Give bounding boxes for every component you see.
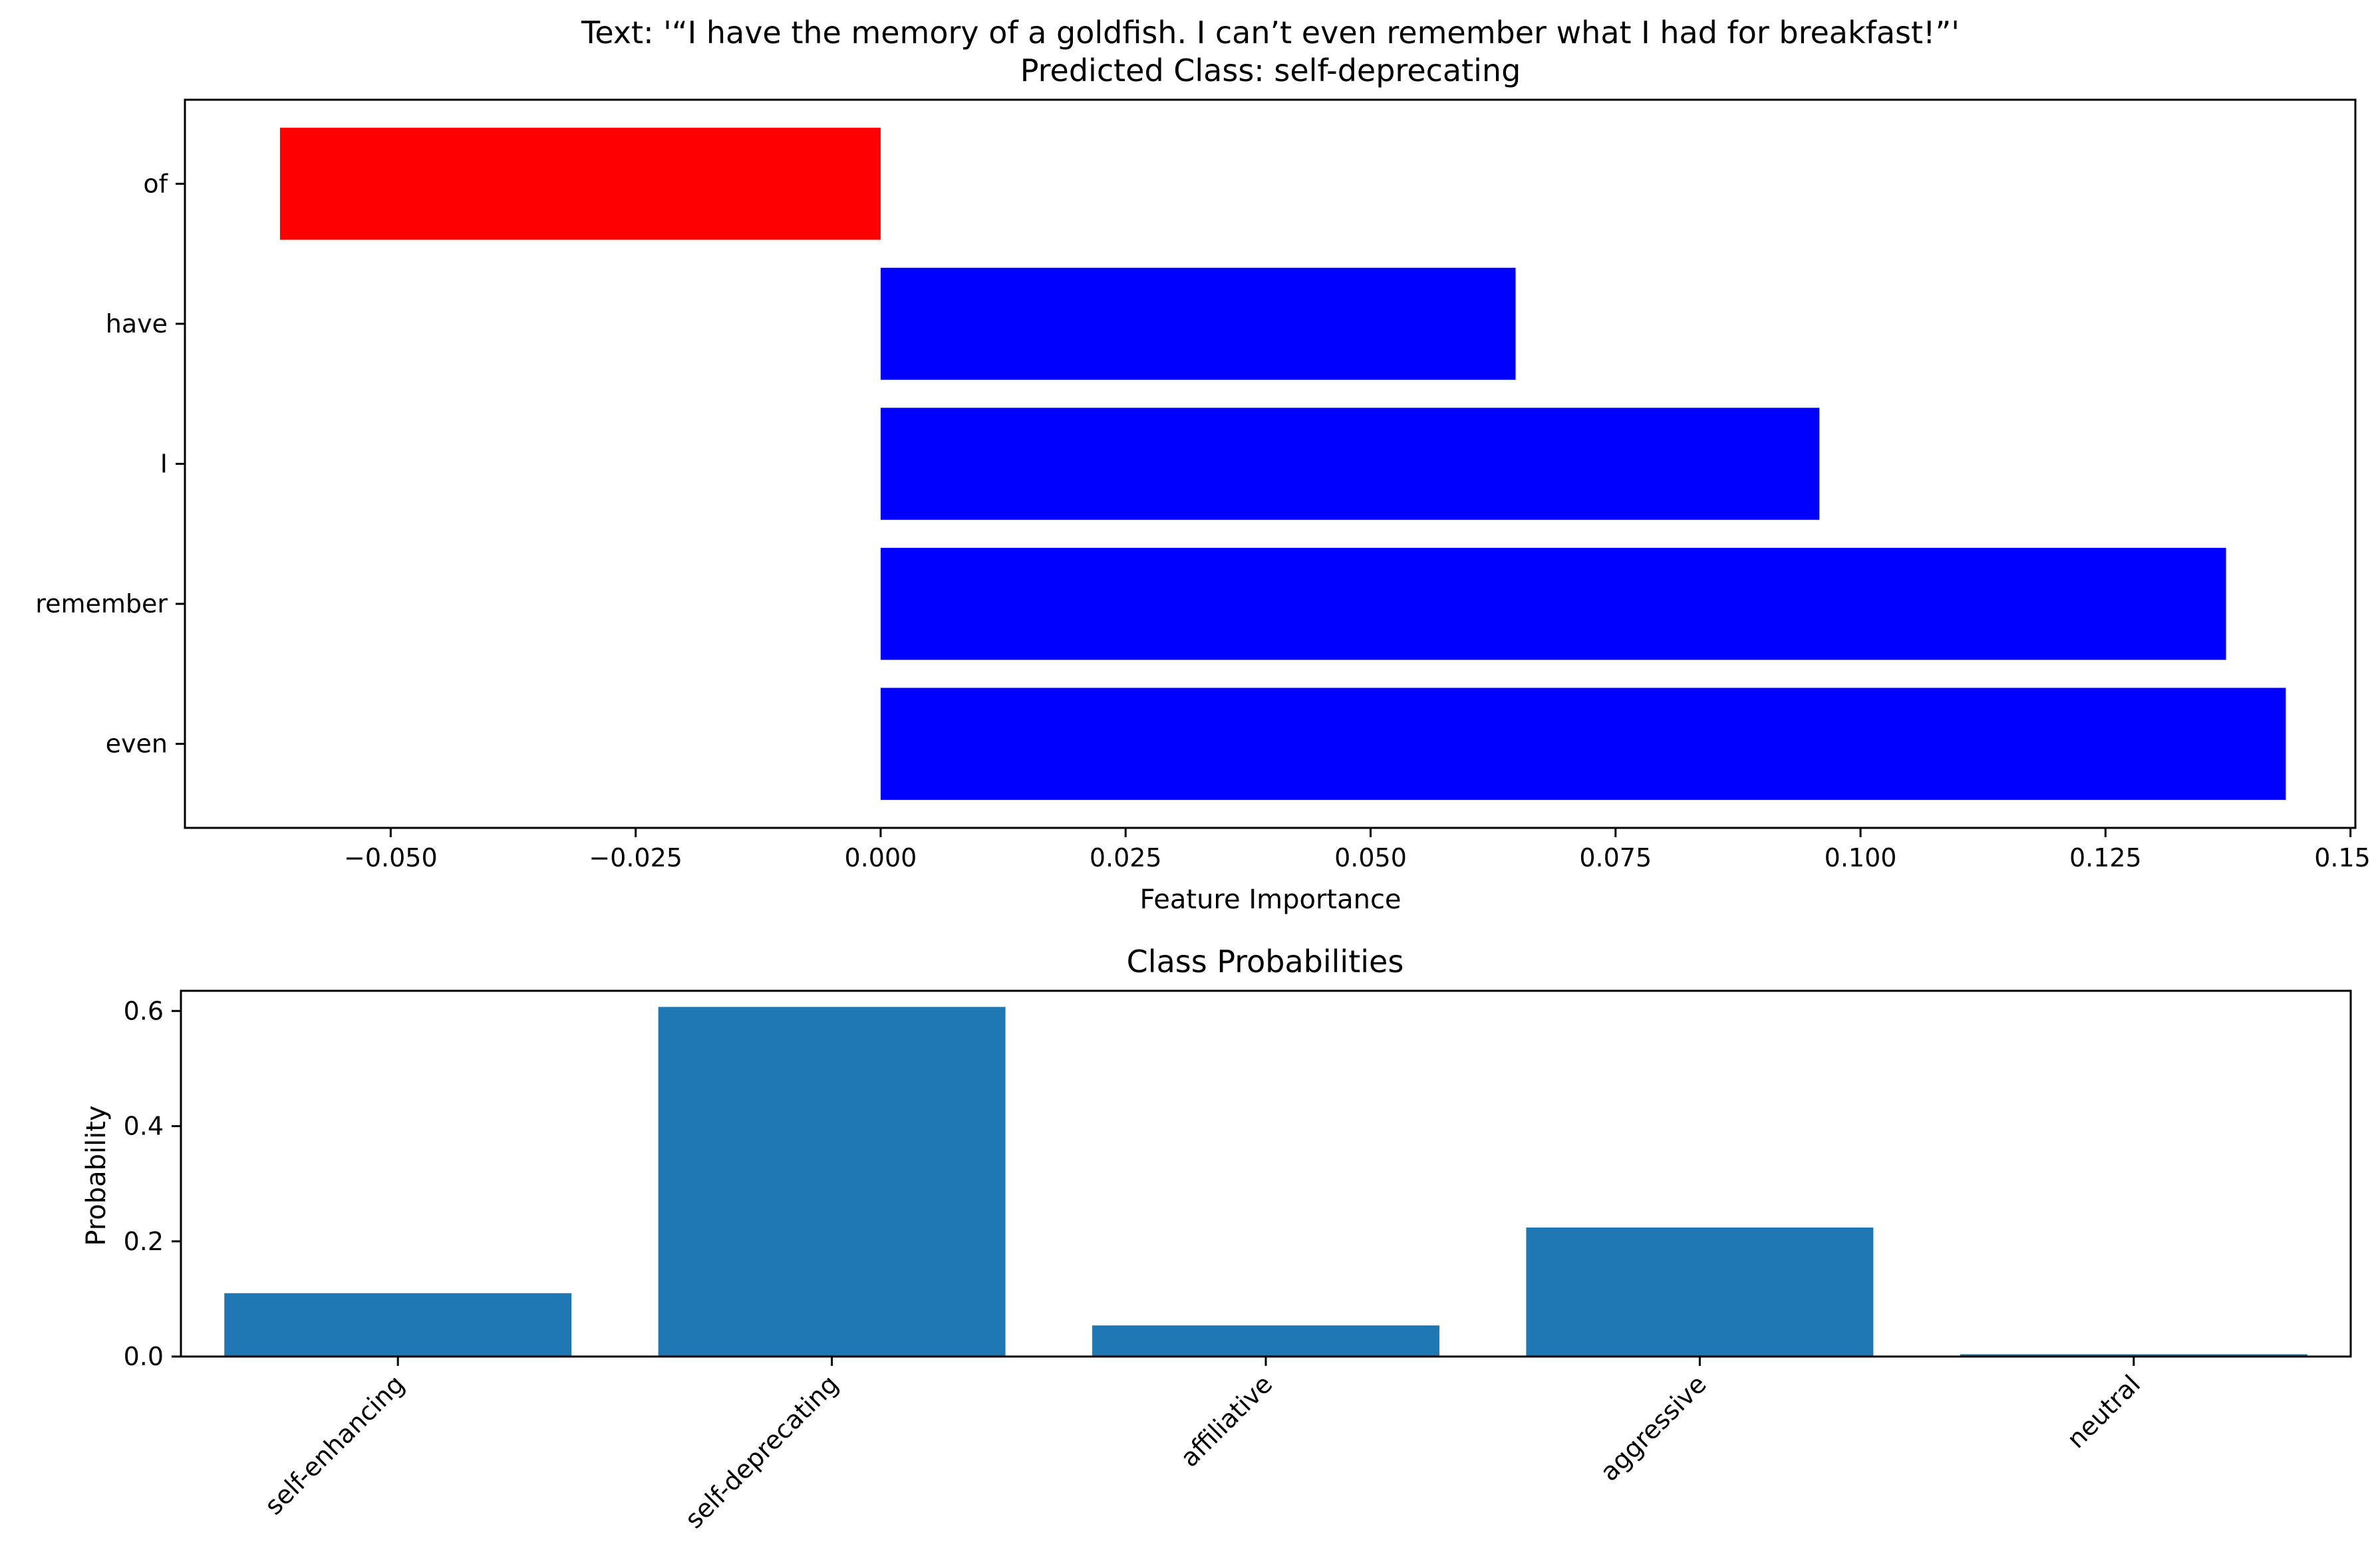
- x-tick-label: 0.150: [2314, 843, 2370, 872]
- probability-bar-affiliative: [1092, 1325, 1439, 1357]
- x-tick-label-self-enhancing: self-enhancing: [259, 1369, 410, 1520]
- x-tick-label: 0.025: [1090, 843, 1162, 872]
- y-tick-label: 0.2: [124, 1227, 164, 1256]
- class-probabilities-chart: Class Probabilities 0.0 0.2 0.4 0.6 self-en…: [81, 944, 2352, 1534]
- feature-bar-remember: [880, 547, 2226, 660]
- x-tick-label: −0.025: [589, 843, 682, 872]
- chart-title-line-2: Predicted Class: self-deprecating: [1020, 53, 1521, 88]
- x-tick-label: 0.075: [1579, 843, 1652, 872]
- x-tick-label: 0.050: [1334, 843, 1407, 872]
- feature-bar-even: [880, 688, 2286, 800]
- y-tick-label-remember: remember: [35, 589, 168, 618]
- bottom-y-axis: 0.0 0.2 0.4 0.6: [124, 996, 181, 1371]
- x-tick-label-affiliative: affiliative: [1175, 1369, 1278, 1472]
- x-tick-label-aggressive: aggressive: [1594, 1369, 1712, 1487]
- y-tick-label: 0.4: [124, 1112, 164, 1141]
- y-tick-label-of: of: [143, 169, 168, 198]
- y-tick-label-even: even: [106, 729, 168, 759]
- x-tick-label: −0.050: [344, 843, 438, 872]
- x-tick-label: 0.000: [845, 843, 917, 872]
- y-tick-label: 0.6: [124, 996, 164, 1025]
- x-tick-label-self-deprecating: self-deprecating: [679, 1369, 844, 1534]
- probability-bar-self-deprecating: [658, 1007, 1006, 1357]
- top-x-axis: −0.050 −0.025 0.000 0.025 0.050 0.075 0.100 0.1…: [344, 828, 2370, 872]
- probability-bar-neutral: [1960, 1354, 2307, 1357]
- y-tick-label: 0.0: [124, 1342, 164, 1371]
- probability-bar-aggressive: [1526, 1227, 1874, 1357]
- feature-importance-chart: Text: '“I have the memory of a goldfish.…: [35, 15, 2370, 915]
- top-x-axis-label: Feature Importance: [1139, 884, 1401, 915]
- y-tick-label-i: I: [160, 450, 168, 479]
- feature-bars: [279, 128, 2286, 800]
- feature-bar-have: [880, 267, 1516, 380]
- y-tick-label-have: have: [106, 309, 168, 338]
- chart-title-line-1: Text: '“I have the memory of a goldfish.…: [581, 15, 1960, 51]
- bottom-y-axis-label: Probability: [81, 1105, 112, 1245]
- bottom-x-axis: self-enhancing self-deprecating affiliativ…: [259, 1357, 2146, 1534]
- bottom-chart-title: Class Probabilities: [1127, 944, 1404, 980]
- feature-bar-of: [279, 128, 881, 240]
- x-tick-label-neutral: neutral: [2061, 1369, 2146, 1454]
- probability-bars: [224, 1007, 2307, 1357]
- feature-bar-i: [880, 408, 1820, 520]
- x-tick-label: 0.100: [1825, 843, 1897, 872]
- x-tick-label: 0.125: [2069, 843, 2142, 872]
- probability-bar-self-enhancing: [224, 1293, 572, 1357]
